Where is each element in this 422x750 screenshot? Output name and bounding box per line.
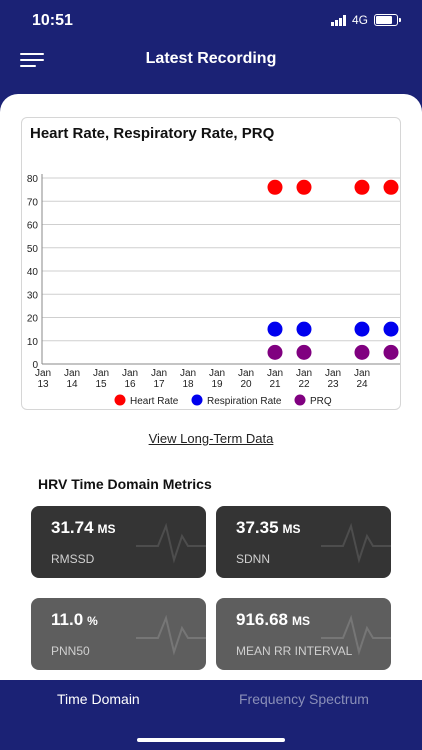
y-tick-label: 40 xyxy=(27,267,39,278)
legend-marker xyxy=(294,394,306,406)
status-time: 10:51 xyxy=(32,12,73,29)
data-point xyxy=(354,179,370,195)
legend-marker xyxy=(191,394,203,406)
status-indicators: 4G xyxy=(330,13,401,27)
x-tick-label: Jan xyxy=(267,368,283,379)
signal-icon xyxy=(330,14,346,26)
pulse-wave-icon xyxy=(321,614,391,656)
x-tick-label: Jan xyxy=(122,368,138,379)
chart: 01020304050607080Jan13Jan14Jan15Jan16Jan… xyxy=(27,174,400,407)
metric-label: SDNN xyxy=(236,552,271,566)
status-bar: 10:51 4G xyxy=(0,0,422,40)
x-tick-label: 16 xyxy=(124,379,136,390)
chart-card: Heart Rate, Respiratory Rate, PRQ 0 10 20 3… xyxy=(21,117,401,410)
view-long-term-link[interactable]: View Long-Term Data xyxy=(148,431,274,446)
y-tick-label: 0 xyxy=(32,360,38,371)
metric-label: RMSSD xyxy=(51,552,95,566)
y-tick-label: 80 xyxy=(27,174,39,185)
metric-card-rmssd[interactable]: 31.74 MS RMSSD xyxy=(31,506,206,578)
metric-value: 916.68 MS xyxy=(236,610,310,629)
y-tick-label: 30 xyxy=(27,290,39,301)
data-point xyxy=(354,321,370,337)
metric-unit: % xyxy=(87,614,98,628)
metric-value: 11.0% xyxy=(51,610,98,629)
data-point xyxy=(354,344,370,360)
x-tick-label: Jan xyxy=(64,368,80,379)
x-tick-label: Jan xyxy=(238,368,254,379)
metric-unit: MS xyxy=(282,522,301,536)
x-tick-label: 20 xyxy=(240,379,252,390)
x-tick-label: Jan xyxy=(209,368,225,379)
data-point xyxy=(267,321,283,337)
x-tick-label: 14 xyxy=(66,379,78,390)
pulse-wave-icon xyxy=(136,522,206,564)
tab-bar: Time Domain Frequency Spectrum xyxy=(0,680,422,750)
battery-icon xyxy=(374,14,401,26)
x-tick-label: 17 xyxy=(153,379,165,390)
x-tick-label: Jan xyxy=(354,368,370,379)
x-tick-label: 13 xyxy=(37,379,49,390)
data-point xyxy=(267,344,283,360)
legend-label: Respiration Rate xyxy=(207,396,282,407)
x-tick-label: 21 xyxy=(269,379,281,390)
metric-unit: MS xyxy=(97,522,116,536)
metric-card-mean-rr[interactable]: 916.68 MS MEAN RR INTERVAL xyxy=(216,598,391,670)
page-title: Latest Recording xyxy=(145,50,277,67)
x-tick-label: Jan xyxy=(151,368,167,379)
legend-marker xyxy=(114,394,126,406)
chart-title: Heart Rate, Respiratory Rate, PRQ xyxy=(30,125,275,142)
pulse-wave-icon xyxy=(136,614,206,656)
network-label: 4G xyxy=(351,13,368,27)
x-tick-label: 15 xyxy=(95,379,107,390)
data-point xyxy=(383,179,399,195)
y-tick-label: 60 xyxy=(27,221,39,232)
x-tick-label: 23 xyxy=(327,379,339,390)
x-tick-label: 22 xyxy=(298,379,310,390)
y-tick-label: 70 xyxy=(27,197,39,208)
x-tick-label: 24 xyxy=(356,379,368,390)
legend-label: Heart Rate xyxy=(130,396,179,407)
pulse-wave-icon xyxy=(321,522,391,564)
menu-icon[interactable] xyxy=(20,51,46,69)
metric-label: PNN50 xyxy=(51,644,90,658)
x-tick-label: Jan xyxy=(35,368,51,379)
legend-label: PRQ xyxy=(310,396,332,407)
y-tick-label: 20 xyxy=(27,314,39,325)
data-point xyxy=(383,321,399,337)
data-point xyxy=(296,179,312,195)
data-point xyxy=(267,179,283,195)
metric-value: 31.74 MS xyxy=(51,518,116,537)
home-indicator xyxy=(137,738,285,742)
data-point xyxy=(296,344,312,360)
x-tick-label: Jan xyxy=(325,368,341,379)
tab-frequency-spectrum[interactable]: Frequency Spectrum xyxy=(239,691,369,707)
metric-card-pnn50[interactable]: 11.0% PNN50 xyxy=(31,598,206,670)
hrv-section-title: HRV Time Domain Metrics xyxy=(38,476,212,492)
data-point xyxy=(383,344,399,360)
metric-value: 37.35 MS xyxy=(236,518,301,537)
tab-time-domain[interactable]: Time Domain xyxy=(57,691,140,707)
x-tick-label: 18 xyxy=(182,379,194,390)
y-tick-label: 50 xyxy=(27,244,39,255)
data-point xyxy=(296,321,312,337)
metric-unit: MS xyxy=(292,614,310,628)
y-tick-label: 10 xyxy=(27,337,39,348)
metric-label: MEAN RR INTERVAL xyxy=(236,644,353,658)
x-tick-label: Jan xyxy=(180,368,196,379)
metric-card-sdnn[interactable]: 37.35 MS SDNN xyxy=(216,506,391,578)
main-content: Heart Rate, Respiratory Rate, PRQ 0 10 20 3… xyxy=(0,94,422,680)
x-tick-label: Jan xyxy=(93,368,109,379)
app-header: Latest Recording xyxy=(0,40,422,90)
x-tick-label: 19 xyxy=(211,379,223,390)
x-tick-label: Jan xyxy=(296,368,312,379)
